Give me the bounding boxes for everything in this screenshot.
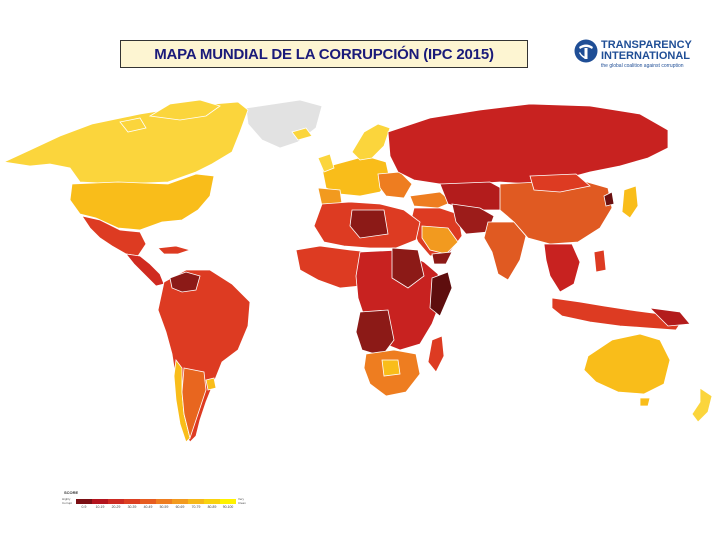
region-japan xyxy=(621,185,639,219)
region-australia xyxy=(583,333,671,395)
region-iceland xyxy=(291,127,313,141)
region-greenland xyxy=(245,99,323,149)
map-title: MAPA MUNDIAL DE LA CORRUPCIÓN (IPC 2015) xyxy=(154,45,494,63)
legend-tick-5: 50-59 xyxy=(159,505,169,509)
legend-swatch-5 xyxy=(156,499,172,504)
world-map xyxy=(2,99,713,443)
region-uruguay xyxy=(205,377,217,391)
region-new-zealand xyxy=(691,387,713,423)
logo-line-1: TRANSPARENCY xyxy=(601,39,692,51)
transparency-international-logo: TRANSPARENCY INTERNATIONAL the global co… xyxy=(573,38,713,72)
legend-tick-6: 60-69 xyxy=(175,505,185,509)
region-turkey xyxy=(409,191,453,209)
region-usa xyxy=(69,173,215,231)
region-libya xyxy=(349,209,389,239)
legend-swatch-9 xyxy=(220,499,236,504)
region-somalia xyxy=(429,271,453,317)
legend-swatch-6 xyxy=(172,499,188,504)
region-yemen xyxy=(431,251,453,265)
region-philippines xyxy=(593,249,607,273)
legend-swatch-3 xyxy=(124,499,140,504)
legend-tick-8: 80-89 xyxy=(207,505,217,509)
region-russia xyxy=(387,103,669,185)
legend-low-label: Highly Corrupt xyxy=(62,497,73,505)
region-venezuela xyxy=(169,271,201,293)
logo-line-2: INTERNATIONAL xyxy=(601,50,691,62)
legend-tick-9: 90-100 xyxy=(222,505,234,509)
region-chile xyxy=(173,358,191,443)
legend-tick-2: 20-29 xyxy=(111,505,121,509)
region-arctic-islands xyxy=(119,99,221,133)
legend-swatch-7 xyxy=(188,499,204,504)
region-tasmania xyxy=(639,397,651,407)
legend-tick-3: 30-39 xyxy=(127,505,137,509)
region-uk-ireland xyxy=(317,153,335,173)
legend-tick-4: 40-49 xyxy=(143,505,153,509)
legend-swatch-8 xyxy=(204,499,220,504)
region-caribbean xyxy=(157,245,192,255)
legend-tick-1: 10-19 xyxy=(95,505,105,509)
legend-swatch-1 xyxy=(92,499,108,504)
region-papua-new-guinea xyxy=(648,307,691,327)
region-argentina xyxy=(181,367,207,440)
logo-tagline: the global coalition against corruption xyxy=(601,63,684,69)
legend-tick-0: 0-9 xyxy=(81,505,87,509)
legend-color-bar xyxy=(76,499,236,504)
region-south-america xyxy=(157,269,251,443)
legend-swatch-2 xyxy=(108,499,124,504)
region-angola xyxy=(355,309,395,357)
legend-tick-7: 70-79 xyxy=(191,505,201,509)
globe-logo-icon xyxy=(574,39,598,63)
region-mongolia xyxy=(529,173,591,193)
region-botswana xyxy=(381,359,401,377)
region-central-america xyxy=(125,253,165,287)
legend-tick-labels: 0-9 10-19 20-29 30-39 40-49 50-59 60-69 70-79 80… xyxy=(76,505,236,509)
legend-title: SCORE xyxy=(64,490,79,495)
region-madagascar xyxy=(427,335,445,373)
legend-swatch-4 xyxy=(140,499,156,504)
map-title-box: MAPA MUNDIAL DE LA CORRUPCIÓN (IPC 2015) xyxy=(120,40,528,68)
region-north-korea xyxy=(603,191,615,207)
region-canada-alaska xyxy=(2,101,249,185)
region-sudan xyxy=(391,247,425,289)
region-scandinavia xyxy=(351,123,391,161)
region-southeast-asia xyxy=(543,243,581,293)
legend-swatch-0 xyxy=(76,499,92,504)
region-indonesia xyxy=(551,297,681,331)
legend-high-label: Very Clean xyxy=(238,497,246,505)
region-india xyxy=(483,221,527,281)
